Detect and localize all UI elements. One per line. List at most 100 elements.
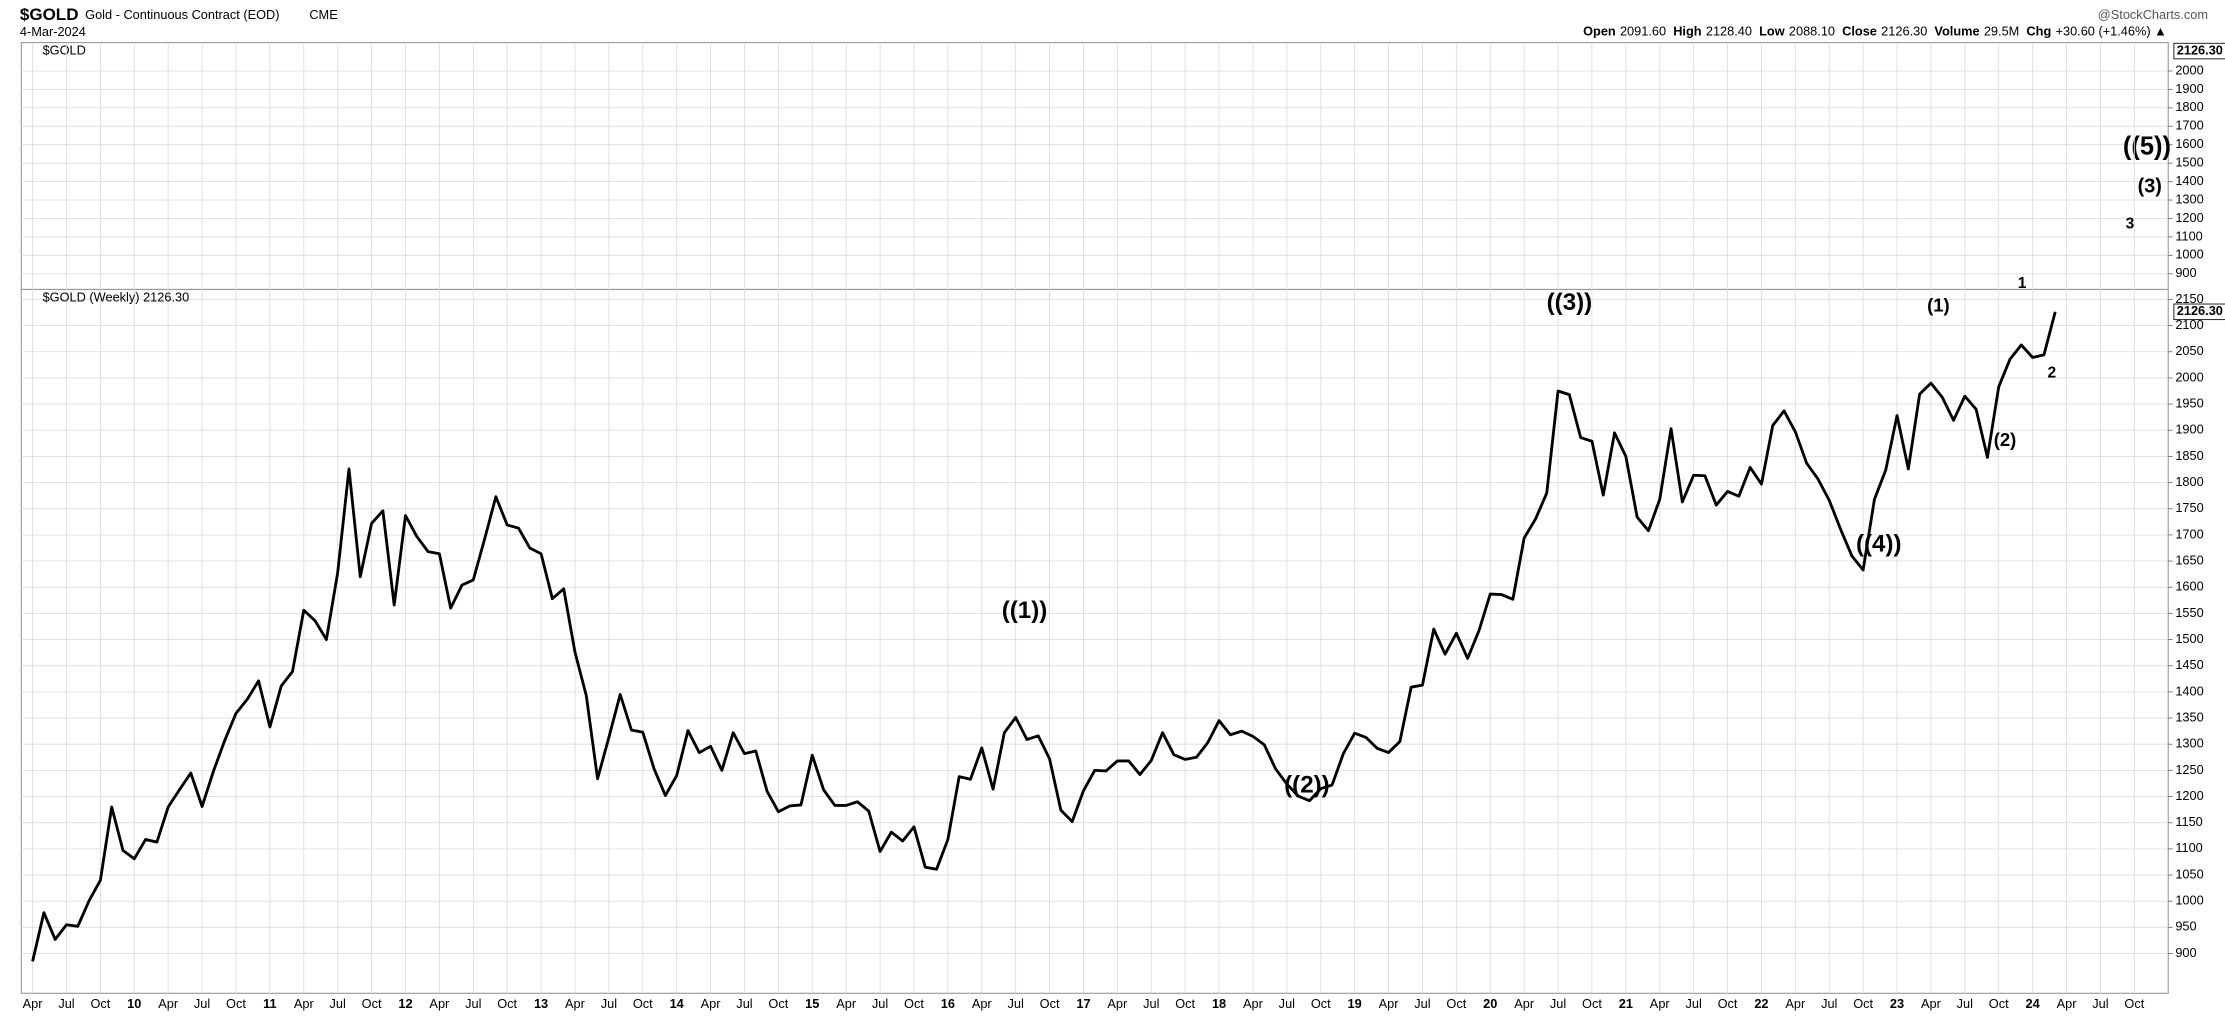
wave-label: (1) bbox=[1927, 294, 1950, 315]
exchange: CME bbox=[309, 7, 337, 22]
quote-label: High bbox=[1673, 24, 1701, 39]
y-tick-label: 900 bbox=[2175, 265, 2196, 280]
x-tick-label: Jul bbox=[1550, 996, 1566, 1011]
x-tick-label: Jul bbox=[736, 996, 752, 1011]
x-tick-label: Jul bbox=[1008, 996, 1024, 1011]
x-tick-label: Apr bbox=[1243, 996, 1264, 1011]
panel-legend: $GOLD (Weekly) 2126.30 bbox=[43, 289, 190, 304]
wave-label: 2 bbox=[2048, 364, 2057, 381]
y-tick-label: 1350 bbox=[2175, 709, 2203, 724]
wave-label: ((1)) bbox=[1002, 597, 1048, 624]
x-tick-label: 13 bbox=[534, 996, 548, 1011]
x-tick-label: Oct bbox=[1040, 996, 1060, 1011]
x-tick-label: Jul bbox=[601, 996, 617, 1011]
y-tick-label: 1100 bbox=[2175, 228, 2202, 243]
y-tick-label: 2100 bbox=[2175, 317, 2203, 332]
x-tick-label: Jul bbox=[1279, 996, 1295, 1011]
wave-label: (3) bbox=[2138, 176, 2162, 198]
x-tick-label: Oct bbox=[1446, 996, 1466, 1011]
x-tick-label: Jul bbox=[1414, 996, 1430, 1011]
x-tick-label: 15 bbox=[805, 996, 819, 1011]
x-tick-label: 18 bbox=[1212, 996, 1226, 1011]
x-tick-label: Apr bbox=[294, 996, 315, 1011]
y-tick-label: 2050 bbox=[2175, 343, 2203, 358]
x-tick-label: Apr bbox=[158, 996, 179, 1011]
x-tick-label: Jul bbox=[872, 996, 888, 1011]
y-tick-label: 1500 bbox=[2175, 155, 2203, 170]
x-tick-label: Apr bbox=[23, 996, 44, 1011]
y-tick-label: 1500 bbox=[2175, 631, 2203, 646]
x-tick-label: 12 bbox=[398, 996, 412, 1011]
x-tick-label: Oct bbox=[633, 996, 653, 1011]
x-tick-label: 21 bbox=[1619, 996, 1633, 1011]
x-tick-label: 17 bbox=[1076, 996, 1090, 1011]
last-value-label: 2126.30 bbox=[2177, 42, 2223, 57]
x-tick-label: Apr bbox=[1650, 996, 1671, 1011]
last-value-label: 2126.30 bbox=[2177, 303, 2223, 318]
y-tick-label: 1650 bbox=[2175, 552, 2203, 567]
y-tick-label: 2000 bbox=[2175, 62, 2203, 77]
panel-legend: $GOLD bbox=[43, 42, 86, 57]
x-tick-label: Apr bbox=[972, 996, 993, 1011]
y-tick-label: 1900 bbox=[2175, 422, 2203, 437]
quote-label: Low bbox=[1759, 24, 1785, 39]
x-tick-label: 10 bbox=[127, 996, 141, 1011]
wave-label: 3 bbox=[2126, 215, 2135, 232]
y-tick-label: 1900 bbox=[2175, 81, 2203, 96]
y-tick-label: 1700 bbox=[2175, 118, 2203, 133]
x-tick-label: Jul bbox=[1821, 996, 1837, 1011]
y-tick-label: 1000 bbox=[2175, 893, 2203, 908]
wave-label: 1 bbox=[2018, 275, 2027, 292]
y-tick-label: 1800 bbox=[2175, 99, 2203, 114]
quote: Open 2091.60 High 2128.40 Low 2088.10 Close 212… bbox=[1583, 24, 2167, 39]
quote-label: Close bbox=[1842, 24, 1877, 39]
x-tick-label: 22 bbox=[1754, 996, 1768, 1011]
y-tick-label: 1950 bbox=[2175, 395, 2203, 410]
x-tick-label: Apr bbox=[1514, 996, 1535, 1011]
x-tick-label: Oct bbox=[768, 996, 788, 1011]
y-tick-label: 1400 bbox=[2175, 173, 2203, 188]
y-tick-label: 1400 bbox=[2175, 683, 2203, 698]
quote-value: 2126.30 bbox=[1881, 24, 1927, 39]
y-tick-label: 1600 bbox=[2175, 136, 2203, 151]
quote-label: Chg bbox=[2026, 24, 2051, 39]
x-tick-label: Oct bbox=[1175, 996, 1195, 1011]
quote-value: 29.5M bbox=[1984, 24, 2019, 39]
wave-label: ((2)) bbox=[1284, 771, 1330, 798]
quote-label: Volume bbox=[1934, 24, 1979, 39]
x-tick-label: Oct bbox=[1311, 996, 1331, 1011]
y-tick-label: 950 bbox=[2175, 919, 2196, 934]
wave-label: ((3)) bbox=[1547, 289, 1593, 316]
y-tick-label: 1600 bbox=[2175, 579, 2203, 594]
y-tick-label: 1250 bbox=[2175, 762, 2203, 777]
x-tick-label: Jul bbox=[1143, 996, 1159, 1011]
x-tick-label: 20 bbox=[1483, 996, 1497, 1011]
x-tick-label: Oct bbox=[226, 996, 246, 1011]
y-tick-label: 1100 bbox=[2175, 840, 2202, 855]
x-tick-label: Oct bbox=[1718, 996, 1738, 1011]
y-tick-label: 2000 bbox=[2175, 369, 2203, 384]
y-tick-label: 1700 bbox=[2175, 526, 2203, 541]
x-tick-label: 24 bbox=[2026, 996, 2041, 1011]
y-tick-label: 1750 bbox=[2175, 500, 2203, 515]
price-line bbox=[31, 311, 2057, 962]
date: 4-Mar-2024 bbox=[20, 24, 86, 39]
y-tick-label: 1550 bbox=[2175, 605, 2203, 620]
x-tick-label: Apr bbox=[565, 996, 586, 1011]
x-tick-label: 23 bbox=[1890, 996, 1904, 1011]
x-tick-label: Jul bbox=[1957, 996, 1973, 1011]
x-tick-label: Jul bbox=[2092, 996, 2108, 1011]
wave-label: ((5)) bbox=[2123, 132, 2171, 160]
y-tick-label: 1800 bbox=[2175, 474, 2203, 489]
x-tick-label: Oct bbox=[90, 996, 110, 1011]
y-tick-label: 1300 bbox=[2175, 736, 2203, 751]
last-value-tag bbox=[2173, 42, 2225, 60]
last-value-tag bbox=[2173, 303, 2225, 321]
x-tick-label: Jul bbox=[465, 996, 481, 1011]
x-tick-label: Oct bbox=[1989, 996, 2009, 1011]
x-tick-label: Jul bbox=[58, 996, 74, 1011]
x-tick-label: Oct bbox=[1582, 996, 1602, 1011]
x-tick-label: Apr bbox=[836, 996, 857, 1011]
x-tick-label: Apr bbox=[2057, 996, 2078, 1011]
